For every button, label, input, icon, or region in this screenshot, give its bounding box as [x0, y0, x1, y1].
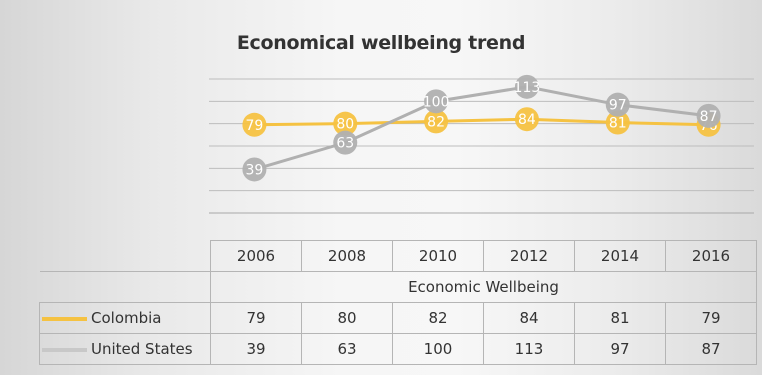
corner-cell: [39, 240, 211, 272]
table-value: 100: [392, 333, 484, 365]
x-axis-title: Economic Wellbeing: [210, 271, 757, 303]
series-line-united-states: [253, 85, 709, 171]
category-label: 2014: [574, 240, 666, 272]
series-line-colombia: [254, 117, 709, 127]
data-point-united-states: [514, 74, 539, 99]
data-point-colombia: [333, 111, 358, 136]
data-label-colombia: 79: [246, 118, 264, 134]
category-label: 2008: [301, 240, 393, 272]
data-label-colombia: 80: [336, 117, 354, 133]
data-label-colombia: 84: [518, 112, 536, 128]
table-value: 82: [392, 302, 484, 334]
data-point-colombia: [605, 110, 630, 135]
legend-key-united-states: [42, 347, 87, 352]
data-point-colombia: [242, 112, 267, 137]
data-label-united-states: 113: [514, 80, 541, 96]
data-point-united-states: [424, 89, 449, 114]
table-value: 39: [210, 333, 302, 365]
table-value: 79: [210, 302, 302, 334]
data-point-colombia: [514, 107, 539, 132]
data-label-united-states: 63: [336, 136, 354, 152]
table-value: 63: [301, 333, 393, 365]
data-label-united-states: 100: [423, 94, 450, 110]
category-label: 2016: [665, 240, 757, 272]
chart-title: Economical wellbeing trend: [236, 32, 526, 54]
data-label-united-states: 39: [246, 162, 264, 178]
corner-cell: [39, 271, 211, 303]
series-name-colombia: Colombia: [39, 302, 211, 334]
category-label: 2012: [483, 240, 575, 272]
table-value: 80: [301, 302, 393, 334]
data-point-united-states: [696, 103, 721, 128]
data-label-united-states: 97: [609, 98, 627, 114]
data-label-united-states: 87: [700, 109, 718, 125]
category-label: 2006: [210, 240, 302, 272]
table-value: 81: [574, 302, 666, 334]
data-point-united-states: [605, 92, 630, 117]
table-value: 97: [574, 333, 666, 365]
series-name-united-states: United States: [39, 333, 211, 365]
series-label: United States: [91, 340, 193, 358]
data-table: 2006 2008 2010 2012 2014 2016 Economic W…: [39, 240, 757, 365]
data-point-united-states: [333, 130, 358, 155]
table-value: 84: [483, 302, 575, 334]
data-label-colombia: 82: [427, 114, 445, 130]
category-label: 2010: [392, 240, 484, 272]
table-value: 79: [665, 302, 757, 334]
table-value: 113: [483, 333, 575, 365]
data-label-colombia: 81: [609, 116, 627, 132]
legend-key-colombia: [42, 316, 87, 321]
data-point-united-states: [242, 157, 267, 182]
series-label: Colombia: [91, 309, 162, 327]
data-point-colombia: [424, 109, 449, 134]
table-value: 87: [665, 333, 757, 365]
